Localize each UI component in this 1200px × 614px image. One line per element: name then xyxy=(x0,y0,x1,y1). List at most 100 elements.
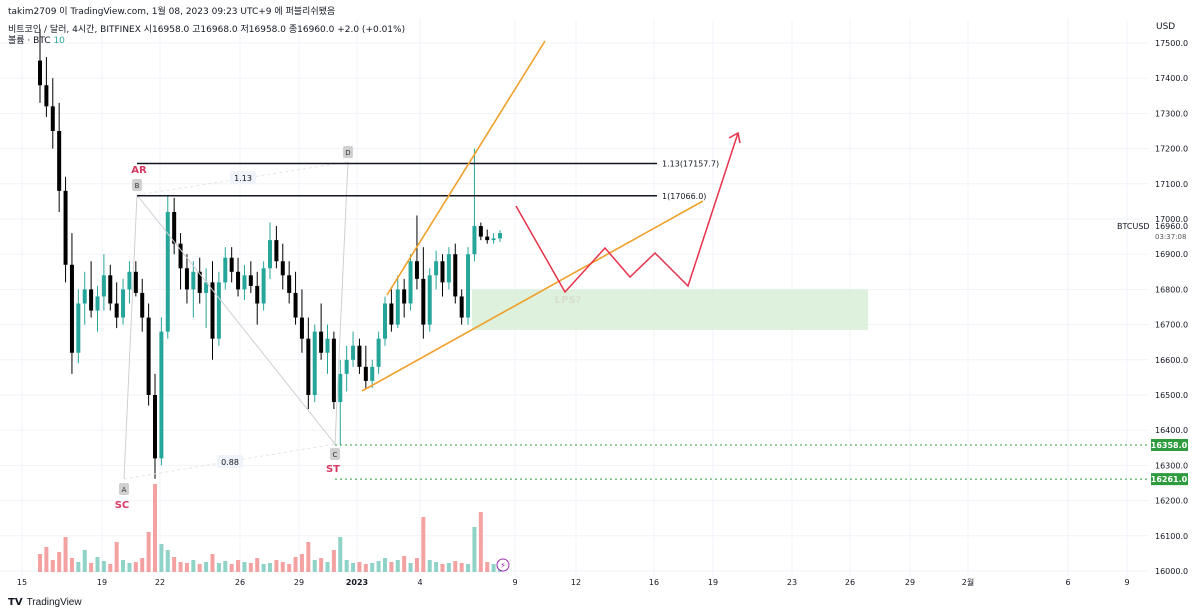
candle-body xyxy=(255,285,260,304)
candle-body xyxy=(357,345,362,367)
footer-brand[interactable]: TV TradingView xyxy=(8,597,82,608)
volume-bar xyxy=(178,562,183,572)
volume-bar xyxy=(133,562,138,572)
y-tick-label: 17300.0 xyxy=(1155,109,1188,118)
volume-value: 10 xyxy=(53,36,65,46)
x-tick-label: 19 xyxy=(97,578,107,587)
volume-bar xyxy=(280,562,285,572)
author-line: takim2709 이 TradingView.com, 1월 08, 2023… xyxy=(8,7,336,17)
candle-body xyxy=(191,271,196,290)
candle-body xyxy=(197,271,202,293)
lightning-icon xyxy=(496,558,510,572)
y-tick-label: 16300.0 xyxy=(1155,461,1188,470)
fib-level-label: 1.13(17157.7) xyxy=(662,159,719,168)
time-axis: 15 19 22 26 29 2023 4 9 12 16 19 23 26 29 2월 6 9 xyxy=(17,577,1130,587)
y-tick-label: 16900.0 xyxy=(1155,250,1188,259)
candle-body xyxy=(472,226,477,255)
volume-bar xyxy=(153,484,157,572)
candle-body xyxy=(453,254,458,297)
fib-level-label: 1(17066.0) xyxy=(662,192,706,201)
volume-bar xyxy=(140,558,145,572)
volume-bar xyxy=(376,561,381,572)
candle-body xyxy=(338,373,343,403)
candle-body xyxy=(491,238,496,241)
x-tick-label: 9 xyxy=(1124,578,1129,587)
support-level-label: 16358.0 xyxy=(1151,441,1188,450)
volume-bar xyxy=(76,562,81,572)
volume-bar xyxy=(248,563,253,572)
candle-body xyxy=(57,131,62,191)
wyckoff-label: ST xyxy=(326,464,340,475)
volume-bar xyxy=(38,554,42,572)
ratio-label: 1.13 xyxy=(234,174,252,183)
volume-bar xyxy=(395,560,400,572)
volume-bar xyxy=(338,537,343,572)
candle-body xyxy=(319,331,324,353)
candle-body xyxy=(153,395,157,459)
support-level-tag xyxy=(1151,473,1188,486)
candle-body xyxy=(204,282,209,293)
x-tick-label: 6 xyxy=(1065,578,1070,587)
volume-bar xyxy=(472,527,477,572)
candle-body xyxy=(376,338,381,367)
volume-legend[interactable]: 볼륨 · BTC 10 xyxy=(8,33,65,46)
volume-bar xyxy=(344,560,349,572)
volume-bar xyxy=(402,556,407,572)
chart-drawings: 1(17066.0) 1.13(17157.7) 1.13 0.88 A B C D SC AR S… xyxy=(115,40,1188,572)
volume-bar xyxy=(184,563,189,572)
y-tick-label: 16800.0 xyxy=(1155,285,1188,294)
price-tag-symbol: BTCUSD xyxy=(1117,222,1150,231)
x-tick-label: 16 xyxy=(649,578,659,587)
x-tick-label: 26 xyxy=(845,578,855,587)
harmonic-legs xyxy=(123,161,349,480)
ratio-label-bg xyxy=(230,171,256,184)
volume-bar xyxy=(363,564,368,572)
pattern-point-label: C xyxy=(333,451,338,459)
trendline-lower xyxy=(361,200,704,392)
candle-body xyxy=(312,331,317,395)
candle-body xyxy=(268,240,272,269)
candle-body xyxy=(427,275,432,325)
volume-bar xyxy=(331,550,336,572)
candle-body xyxy=(140,292,145,318)
candle-body xyxy=(172,211,177,244)
projection-path xyxy=(515,132,739,294)
symbol-name[interactable]: 비트코인 / 달러, 4시간, BITFINEX xyxy=(8,25,141,35)
volume-bar xyxy=(204,562,209,572)
price-axis: 16000.0 16100.0 16200.0 16300.0 16400.0 16500… xyxy=(1155,39,1188,576)
candle-body xyxy=(184,268,189,290)
candle-body xyxy=(498,233,502,239)
candle-body xyxy=(306,338,311,395)
candle-body xyxy=(229,257,234,272)
candle-body xyxy=(133,271,138,293)
volume-bar xyxy=(421,517,426,572)
price-tag-value: 16960.0 xyxy=(1155,222,1188,231)
y-tick-label: 17400.0 xyxy=(1155,74,1188,83)
volume-bar xyxy=(89,563,94,572)
volume-bars xyxy=(38,484,502,572)
volume-bar xyxy=(261,564,266,572)
candle-body xyxy=(76,303,81,353)
price-tag-countdown: 03:37:08 xyxy=(1155,233,1186,241)
volume-bar xyxy=(127,563,132,572)
candle-body xyxy=(287,275,292,293)
candle-body xyxy=(248,275,253,286)
volume-bar xyxy=(191,560,196,572)
volume-bar xyxy=(95,557,100,572)
candle-body xyxy=(89,289,94,311)
volume-bar xyxy=(427,560,432,572)
symbol-title[interactable]: 비트코인 / 달러, 4시간, BITFINEX 시16958.0 고16968… xyxy=(8,22,405,35)
candle-body xyxy=(370,366,375,381)
candle-body xyxy=(344,359,349,374)
y-tick-label: 17100.0 xyxy=(1155,180,1188,189)
x-tick-label: 29 xyxy=(294,578,304,587)
y-tick-label: 16400.0 xyxy=(1155,426,1188,435)
candle-body xyxy=(325,338,330,353)
candle-body xyxy=(82,289,87,304)
wyckoff-label: SC xyxy=(115,500,130,511)
y-tick-label: 16200.0 xyxy=(1155,497,1188,506)
volume-bar xyxy=(255,558,260,572)
candle-body xyxy=(114,303,119,318)
pattern-point-marker xyxy=(119,483,129,495)
